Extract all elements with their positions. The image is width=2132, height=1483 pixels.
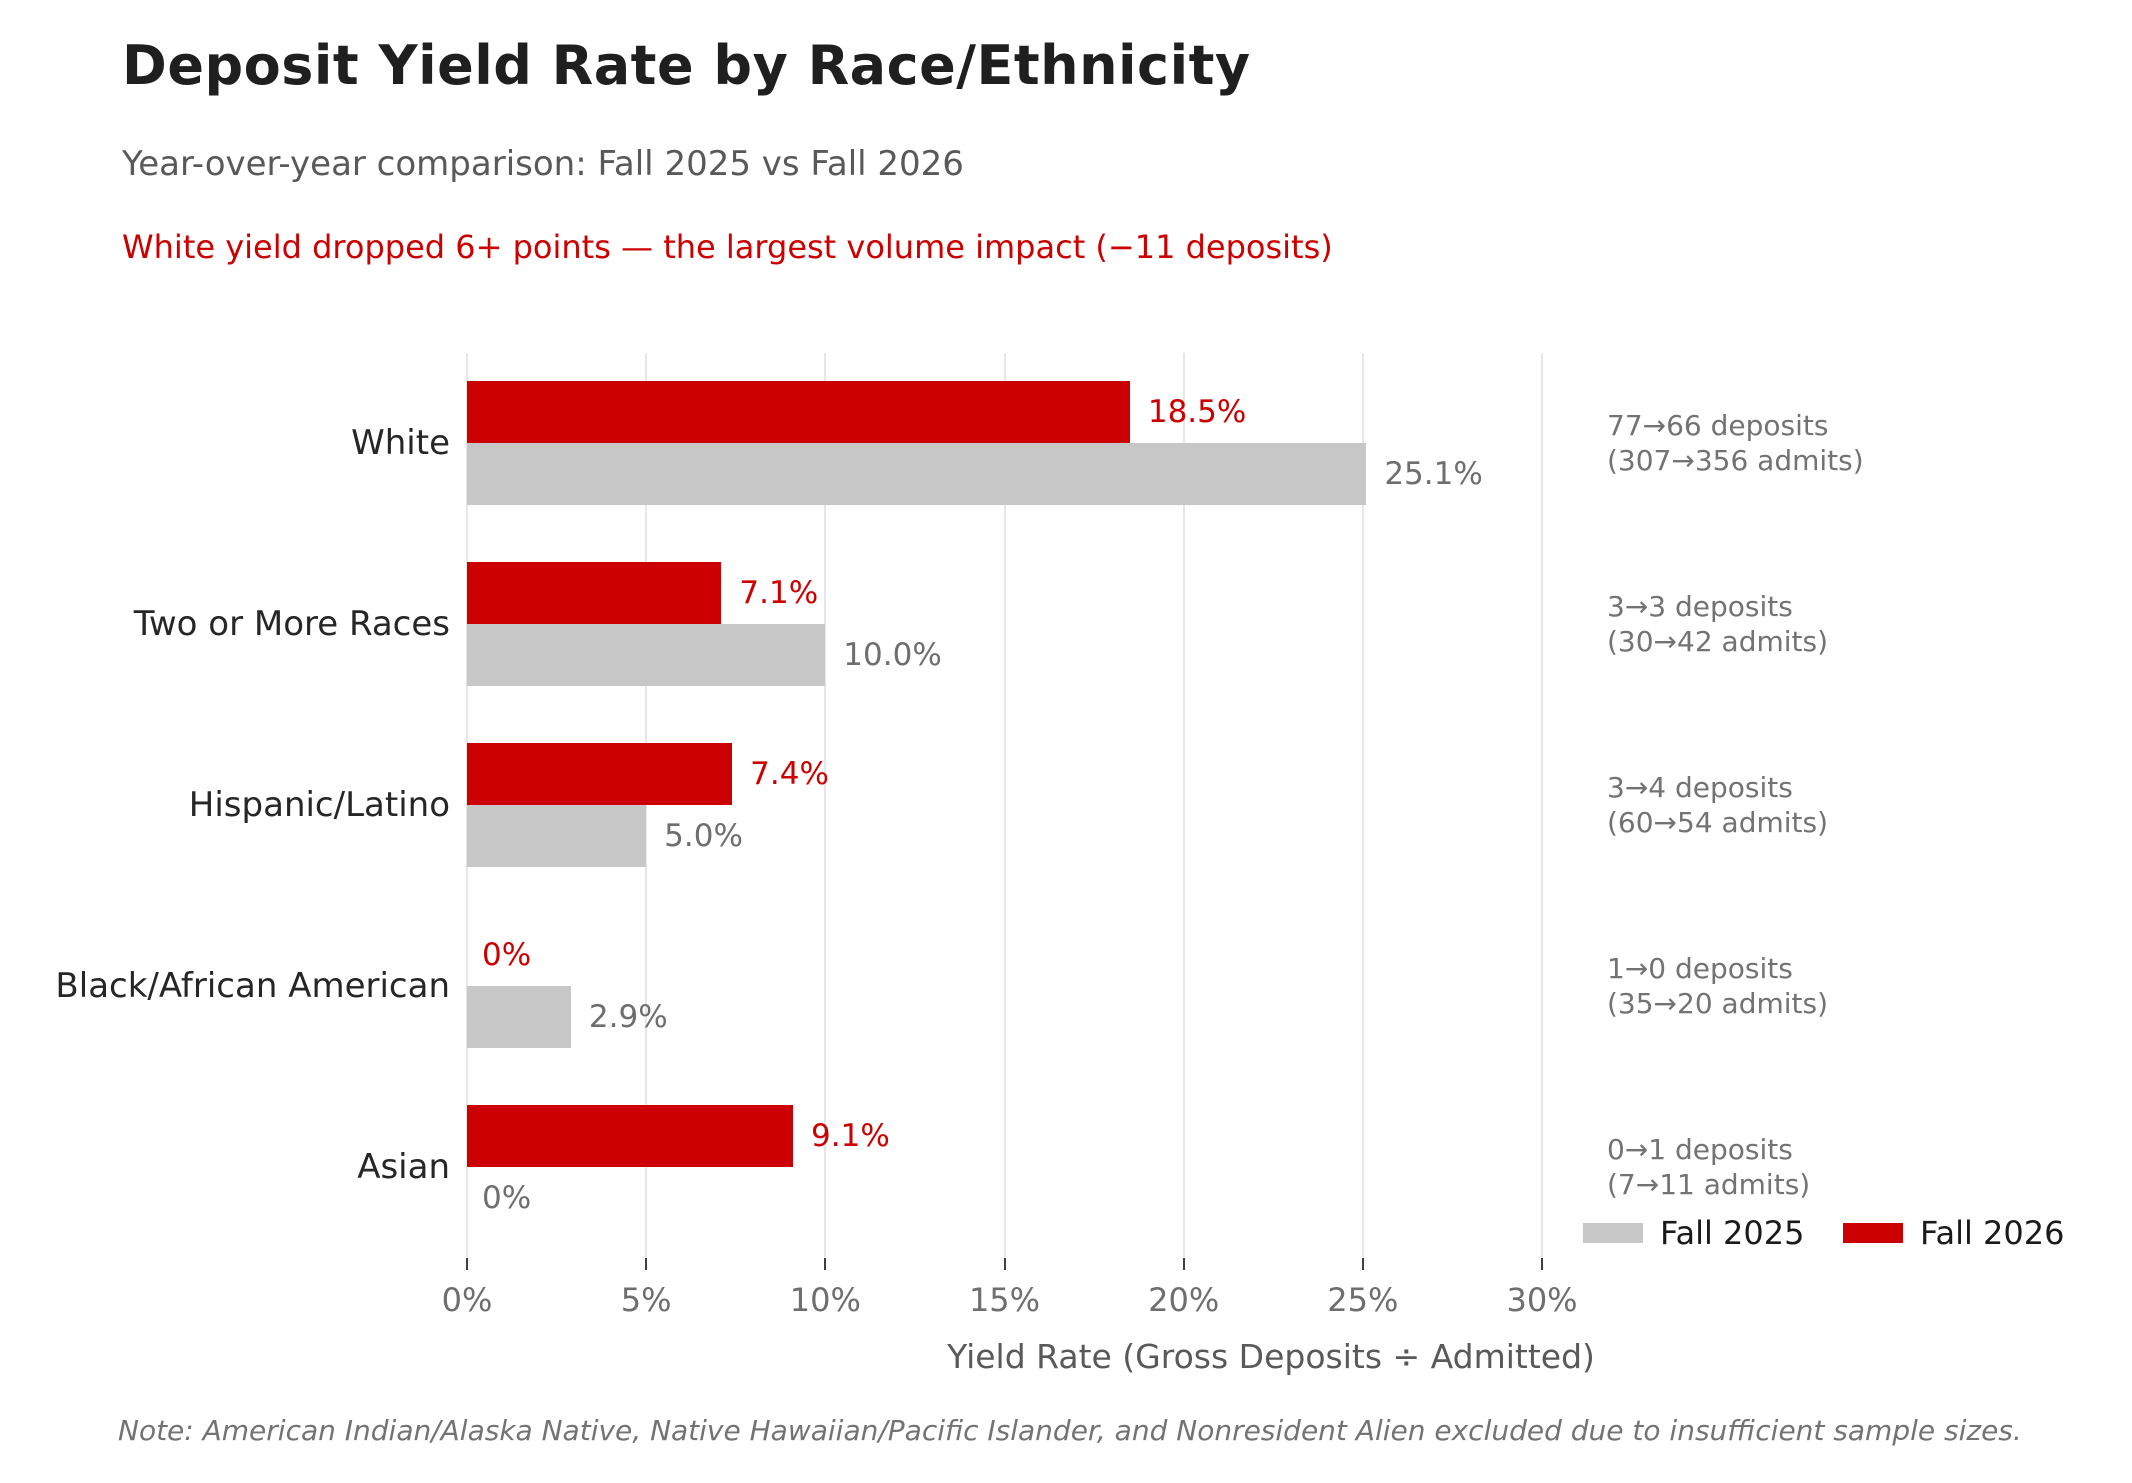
deposit-annotation-line1: 77→66 deposits — [1607, 409, 1829, 442]
legend-label-fall-2026: Fall 2026 — [1920, 1214, 2065, 1252]
x-tick-mark — [466, 1258, 468, 1270]
value-label: 18.5% — [1147, 394, 1247, 430]
x-tick-label: 15% — [968, 1281, 1041, 1319]
x-tick-label: 30% — [1506, 1281, 1578, 1319]
deposit-annotation-line2: (307→356 admits) — [1607, 444, 1864, 477]
deposit-annotation-line1: 3→4 deposits — [1607, 771, 1793, 804]
category-label: White — [351, 423, 450, 463]
deposit-annotation-line2: (35→20 admits) — [1607, 987, 1829, 1020]
legend-swatch-fall-2026 — [1843, 1223, 1903, 1243]
bar-fall-2026 — [467, 381, 1130, 443]
page-title: Deposit Yield Rate by Race/Ethnicity — [122, 34, 1251, 97]
value-label: 2.9% — [588, 999, 668, 1035]
footnote: Note: American Indian/Alaska Native, Nat… — [118, 1414, 2022, 1447]
value-label: 9.1% — [811, 1118, 890, 1154]
deposit-annotation: 0→1 deposits (7→11 admits) — [1607, 1132, 1810, 1202]
category-label: Two or More Races — [133, 604, 450, 644]
deposit-annotation: 77→66 deposits (307→356 admits) — [1607, 408, 1864, 478]
value-label: 5.0% — [664, 818, 743, 854]
deposit-annotation-line1: 1→0 deposits — [1607, 952, 1793, 985]
deposit-annotation: 3→3 deposits (30→42 admits) — [1607, 589, 1828, 659]
gridline — [1361, 353, 1364, 1257]
highlight-annotation: White yield dropped 6+ points — the larg… — [122, 228, 1333, 266]
gridline — [824, 353, 827, 1257]
gridline — [1182, 353, 1185, 1257]
x-tick-mark — [1541, 1258, 1544, 1270]
x-tick-mark — [1361, 1258, 1364, 1270]
bar-fall-2025 — [467, 443, 1367, 505]
gridline — [1541, 353, 1544, 1257]
bar-fall-2026 — [467, 743, 733, 805]
deposit-annotation-line1: 3→3 deposits — [1607, 590, 1793, 623]
legend-label-fall-2025: Fall 2025 — [1660, 1214, 1805, 1252]
x-tick-label: 5% — [620, 1281, 672, 1319]
gridline — [645, 353, 648, 1257]
deposit-annotation-line2: (60→54 admits) — [1607, 806, 1829, 839]
x-tick-label: 25% — [1327, 1281, 1399, 1319]
category-label: Black/African American — [55, 966, 450, 1006]
value-label: 0% — [482, 937, 532, 973]
bar-fall-2025 — [467, 805, 647, 867]
bar-fall-2026 — [467, 1105, 794, 1167]
bar-fall-2026 — [467, 562, 722, 624]
value-label: 7.4% — [750, 756, 829, 792]
value-label: 10.0% — [843, 637, 942, 673]
bar-fall-2025 — [467, 624, 826, 686]
deposit-annotation: 1→0 deposits (35→20 admits) — [1607, 951, 1828, 1021]
bar-fall-2025 — [467, 986, 571, 1048]
value-label: 7.1% — [739, 575, 819, 611]
category-label: Hispanic/Latino — [188, 785, 450, 825]
deposit-annotation-line1: 0→1 deposits — [1607, 1133, 1793, 1166]
x-tick-label: 10% — [789, 1281, 861, 1319]
x-tick-label: 0% — [441, 1281, 493, 1319]
deposit-annotation-line2: (7→11 admits) — [1607, 1168, 1811, 1201]
x-tick-label: 20% — [1148, 1281, 1220, 1319]
value-label: 25.1% — [1384, 456, 1483, 492]
chart-subtitle: Year-over-year comparison: Fall 2025 vs … — [122, 144, 964, 184]
category-label: Asian — [357, 1147, 450, 1187]
x-tick-mark — [1003, 1258, 1006, 1270]
x-tick-mark — [824, 1258, 827, 1270]
value-label: 0% — [482, 1180, 532, 1216]
deposit-annotation-line2: (30→42 admits) — [1607, 625, 1829, 658]
deposit-annotation: 3→4 deposits (60→54 admits) — [1607, 770, 1828, 840]
x-tick-mark — [645, 1258, 648, 1270]
x-axis-label: Yield Rate (Gross Deposits ÷ Admitted) — [947, 1337, 1595, 1376]
x-tick-mark — [1182, 1258, 1185, 1270]
legend-swatch-fall-2025 — [1583, 1223, 1643, 1243]
gridline — [1003, 353, 1006, 1257]
